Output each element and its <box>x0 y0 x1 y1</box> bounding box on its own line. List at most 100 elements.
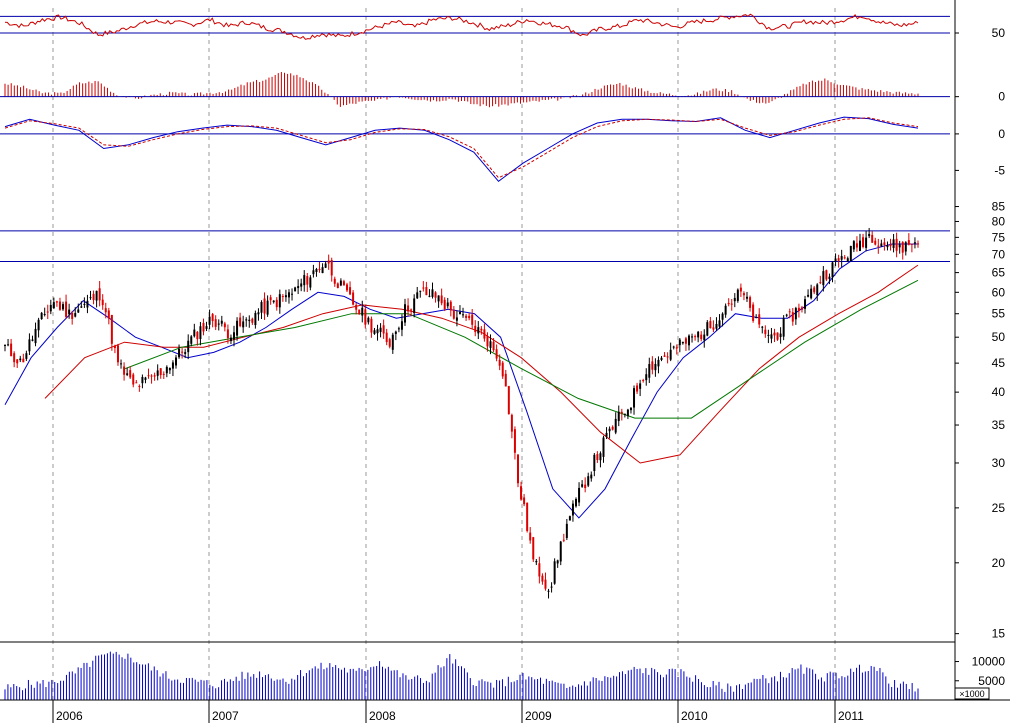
candle-body <box>443 299 446 309</box>
candle-body <box>669 349 672 360</box>
candle-body <box>623 413 626 415</box>
year-label: 2007 <box>212 709 239 723</box>
candle-body <box>367 317 370 323</box>
candle-body <box>862 237 865 247</box>
candle-body <box>855 243 858 248</box>
candle-body <box>123 366 126 375</box>
candle-body <box>404 304 407 323</box>
candle-body <box>675 347 678 349</box>
candle-body <box>822 271 825 286</box>
candle-body <box>193 329 196 337</box>
candle-body <box>446 302 449 307</box>
macd-tick-label: -5 <box>994 163 1005 177</box>
candle-body <box>223 323 226 328</box>
candle-body <box>715 323 718 329</box>
candle-body <box>797 307 800 311</box>
candle-body <box>364 309 367 325</box>
candle-body <box>761 326 764 328</box>
candle-body <box>229 337 232 342</box>
candle-body <box>703 334 706 341</box>
candle-body <box>77 309 80 313</box>
candle-body <box>129 370 132 378</box>
candle-body <box>868 233 871 237</box>
candle-body <box>584 484 587 489</box>
candle-body <box>385 332 388 343</box>
candle-body <box>520 486 523 500</box>
candle-body <box>388 339 391 347</box>
price-tick-label: 65 <box>992 266 1006 280</box>
candle-body <box>770 334 773 339</box>
moving-average-line <box>4 243 918 519</box>
candle-body <box>95 290 98 301</box>
candle-body <box>269 297 272 301</box>
candle-body <box>349 287 352 295</box>
candle-body <box>397 328 400 330</box>
year-label: 2006 <box>56 709 83 723</box>
candle-body <box>828 276 831 279</box>
candle-body <box>28 339 31 352</box>
candle-body <box>13 353 16 363</box>
candle-body <box>419 290 422 292</box>
candle-body <box>810 288 813 299</box>
candle-body <box>171 362 174 369</box>
candle-body <box>379 327 382 332</box>
price-panel <box>0 227 950 599</box>
candle-body <box>773 332 776 336</box>
candle-body <box>43 314 46 316</box>
candle-body <box>849 245 852 262</box>
candle-body <box>284 295 287 298</box>
candle-body <box>303 275 306 286</box>
price-tick-label: 85 <box>992 200 1006 214</box>
candle-body <box>40 312 43 320</box>
candle-body <box>657 359 660 367</box>
volume-tick-label: 5000 <box>978 674 1005 688</box>
y-axis: 5000-51520253035404550556065707580851000… <box>955 26 1005 688</box>
candle-body <box>132 374 135 385</box>
candle-body <box>904 242 907 252</box>
candle-body <box>846 258 849 262</box>
candle-body <box>901 242 904 253</box>
candle-body <box>883 242 886 246</box>
candle-body <box>174 357 177 366</box>
candle-body <box>694 336 697 338</box>
candle-body <box>697 331 700 338</box>
candle-body <box>468 315 471 319</box>
volume-unit-label: ×1000 <box>959 689 984 699</box>
candle-body <box>272 300 275 303</box>
candle-body <box>819 282 822 284</box>
candle-body <box>196 331 199 340</box>
candle-body <box>184 352 187 354</box>
candle-body <box>755 317 758 319</box>
candle-body <box>336 283 339 289</box>
volume-panel: ×1000 <box>4 651 990 700</box>
candle-body <box>416 292 419 299</box>
candle-body <box>474 325 477 333</box>
candle-body <box>575 498 578 507</box>
candle-body <box>345 284 348 291</box>
rsi-panel <box>0 13 950 40</box>
candle-body <box>672 346 675 348</box>
price-tick-label: 50 <box>992 330 1006 344</box>
rsi-line <box>4 13 919 40</box>
price-tick-label: 45 <box>992 356 1006 370</box>
candle-body <box>785 314 788 316</box>
candle-body <box>113 345 116 349</box>
chart-frame <box>0 0 1010 701</box>
candle-body <box>645 374 648 381</box>
candle-body <box>779 333 782 338</box>
candle-body <box>37 319 40 331</box>
candle-body <box>162 373 165 375</box>
candle-body <box>596 454 599 461</box>
candle-body <box>516 454 519 484</box>
candle-body <box>120 363 123 365</box>
candle-body <box>510 414 513 432</box>
candle-body <box>907 240 910 245</box>
candle-body <box>639 383 642 389</box>
candle-body <box>791 312 794 322</box>
candle-body <box>382 325 385 334</box>
candle-body <box>629 407 632 411</box>
price-tick-label: 75 <box>992 230 1006 244</box>
candle-body <box>917 243 919 245</box>
candle-body <box>58 301 61 310</box>
candle-body <box>312 270 315 275</box>
